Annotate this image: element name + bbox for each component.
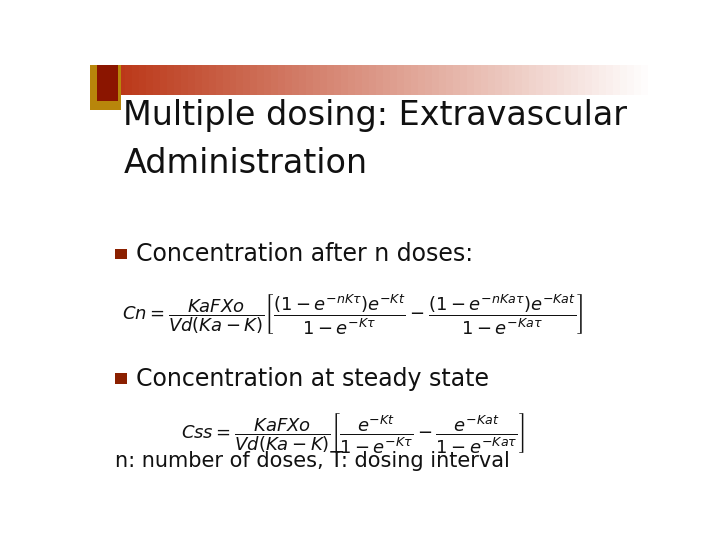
Bar bbox=[593, 65, 600, 94]
Bar bbox=[115, 373, 127, 384]
Bar bbox=[181, 65, 188, 94]
Bar bbox=[557, 65, 565, 94]
Text: Concentration at steady state: Concentration at steady state bbox=[136, 367, 490, 391]
Bar bbox=[97, 65, 104, 94]
Bar bbox=[550, 65, 558, 94]
Bar bbox=[390, 65, 397, 94]
Bar bbox=[125, 65, 132, 94]
Bar bbox=[251, 65, 258, 94]
Bar bbox=[606, 65, 613, 94]
Bar bbox=[529, 65, 537, 94]
Bar bbox=[397, 65, 405, 94]
Text: $\mathit{Css} = \dfrac{\mathit{KaFXo}}{\mathit{Vd}(\mathit{Ka}-\mathit{K})}\left: $\mathit{Css} = \dfrac{\mathit{KaFXo}}{\… bbox=[181, 411, 524, 455]
Bar bbox=[327, 65, 335, 94]
Text: Administration: Administration bbox=[124, 147, 368, 180]
Bar bbox=[202, 65, 209, 94]
Bar bbox=[516, 65, 523, 94]
Bar bbox=[571, 65, 579, 94]
Bar bbox=[523, 65, 530, 94]
Text: $\mathit{Cn} = \dfrac{\mathit{KaFXo}}{\mathit{Vd}(\mathit{Ka}-\mathit{K})}\left[: $\mathit{Cn} = \dfrac{\mathit{KaFXo}}{\m… bbox=[122, 292, 582, 336]
Bar bbox=[243, 65, 251, 94]
Bar bbox=[438, 65, 446, 94]
Bar bbox=[96, 65, 118, 101]
Bar bbox=[418, 65, 426, 94]
Text: Concentration after n doses:: Concentration after n doses: bbox=[136, 242, 474, 266]
Bar bbox=[495, 65, 502, 94]
Bar bbox=[432, 65, 439, 94]
Bar bbox=[174, 65, 181, 94]
Bar bbox=[264, 65, 272, 94]
Bar bbox=[139, 65, 146, 94]
Bar bbox=[222, 65, 230, 94]
Bar bbox=[620, 65, 628, 94]
Bar bbox=[404, 65, 411, 94]
Bar bbox=[585, 65, 593, 94]
Bar bbox=[188, 65, 195, 94]
Bar bbox=[167, 65, 174, 94]
Bar bbox=[215, 65, 223, 94]
Bar bbox=[145, 65, 153, 94]
Bar bbox=[153, 65, 161, 94]
Bar bbox=[118, 65, 125, 94]
Bar bbox=[411, 65, 418, 94]
Bar bbox=[111, 65, 119, 94]
Bar bbox=[459, 65, 467, 94]
Bar bbox=[634, 65, 642, 94]
Bar bbox=[383, 65, 390, 94]
Bar bbox=[564, 65, 572, 94]
Bar bbox=[230, 65, 237, 94]
Bar bbox=[132, 65, 140, 94]
Bar bbox=[334, 65, 342, 94]
Bar bbox=[258, 65, 265, 94]
Bar bbox=[362, 65, 369, 94]
Bar bbox=[627, 65, 634, 94]
Bar bbox=[641, 65, 649, 94]
Bar bbox=[487, 65, 495, 94]
Bar bbox=[209, 65, 216, 94]
Bar bbox=[467, 65, 474, 94]
Bar bbox=[446, 65, 454, 94]
Bar bbox=[425, 65, 432, 94]
Bar bbox=[502, 65, 509, 94]
Bar bbox=[613, 65, 621, 94]
Bar bbox=[320, 65, 328, 94]
Bar bbox=[453, 65, 460, 94]
Text: n: number of doses, T: dosing interval: n: number of doses, T: dosing interval bbox=[115, 451, 510, 471]
Bar bbox=[544, 65, 551, 94]
Bar bbox=[300, 65, 307, 94]
Bar bbox=[508, 65, 516, 94]
Bar bbox=[355, 65, 363, 94]
Bar bbox=[194, 65, 202, 94]
Bar bbox=[306, 65, 314, 94]
Bar bbox=[271, 65, 279, 94]
Bar bbox=[369, 65, 377, 94]
Bar bbox=[376, 65, 384, 94]
Bar bbox=[599, 65, 607, 94]
Bar bbox=[285, 65, 293, 94]
Bar bbox=[160, 65, 167, 94]
Bar bbox=[90, 65, 121, 110]
Bar bbox=[481, 65, 488, 94]
Bar bbox=[474, 65, 481, 94]
Bar bbox=[536, 65, 544, 94]
Bar bbox=[236, 65, 244, 94]
Bar bbox=[578, 65, 586, 94]
Bar bbox=[341, 65, 348, 94]
Bar bbox=[348, 65, 356, 94]
Bar bbox=[104, 65, 112, 94]
Bar bbox=[292, 65, 300, 94]
Bar bbox=[313, 65, 320, 94]
Bar bbox=[90, 65, 97, 94]
Bar bbox=[279, 65, 286, 94]
Text: Multiple dosing: Extravascular: Multiple dosing: Extravascular bbox=[124, 99, 628, 132]
Bar bbox=[115, 248, 127, 259]
